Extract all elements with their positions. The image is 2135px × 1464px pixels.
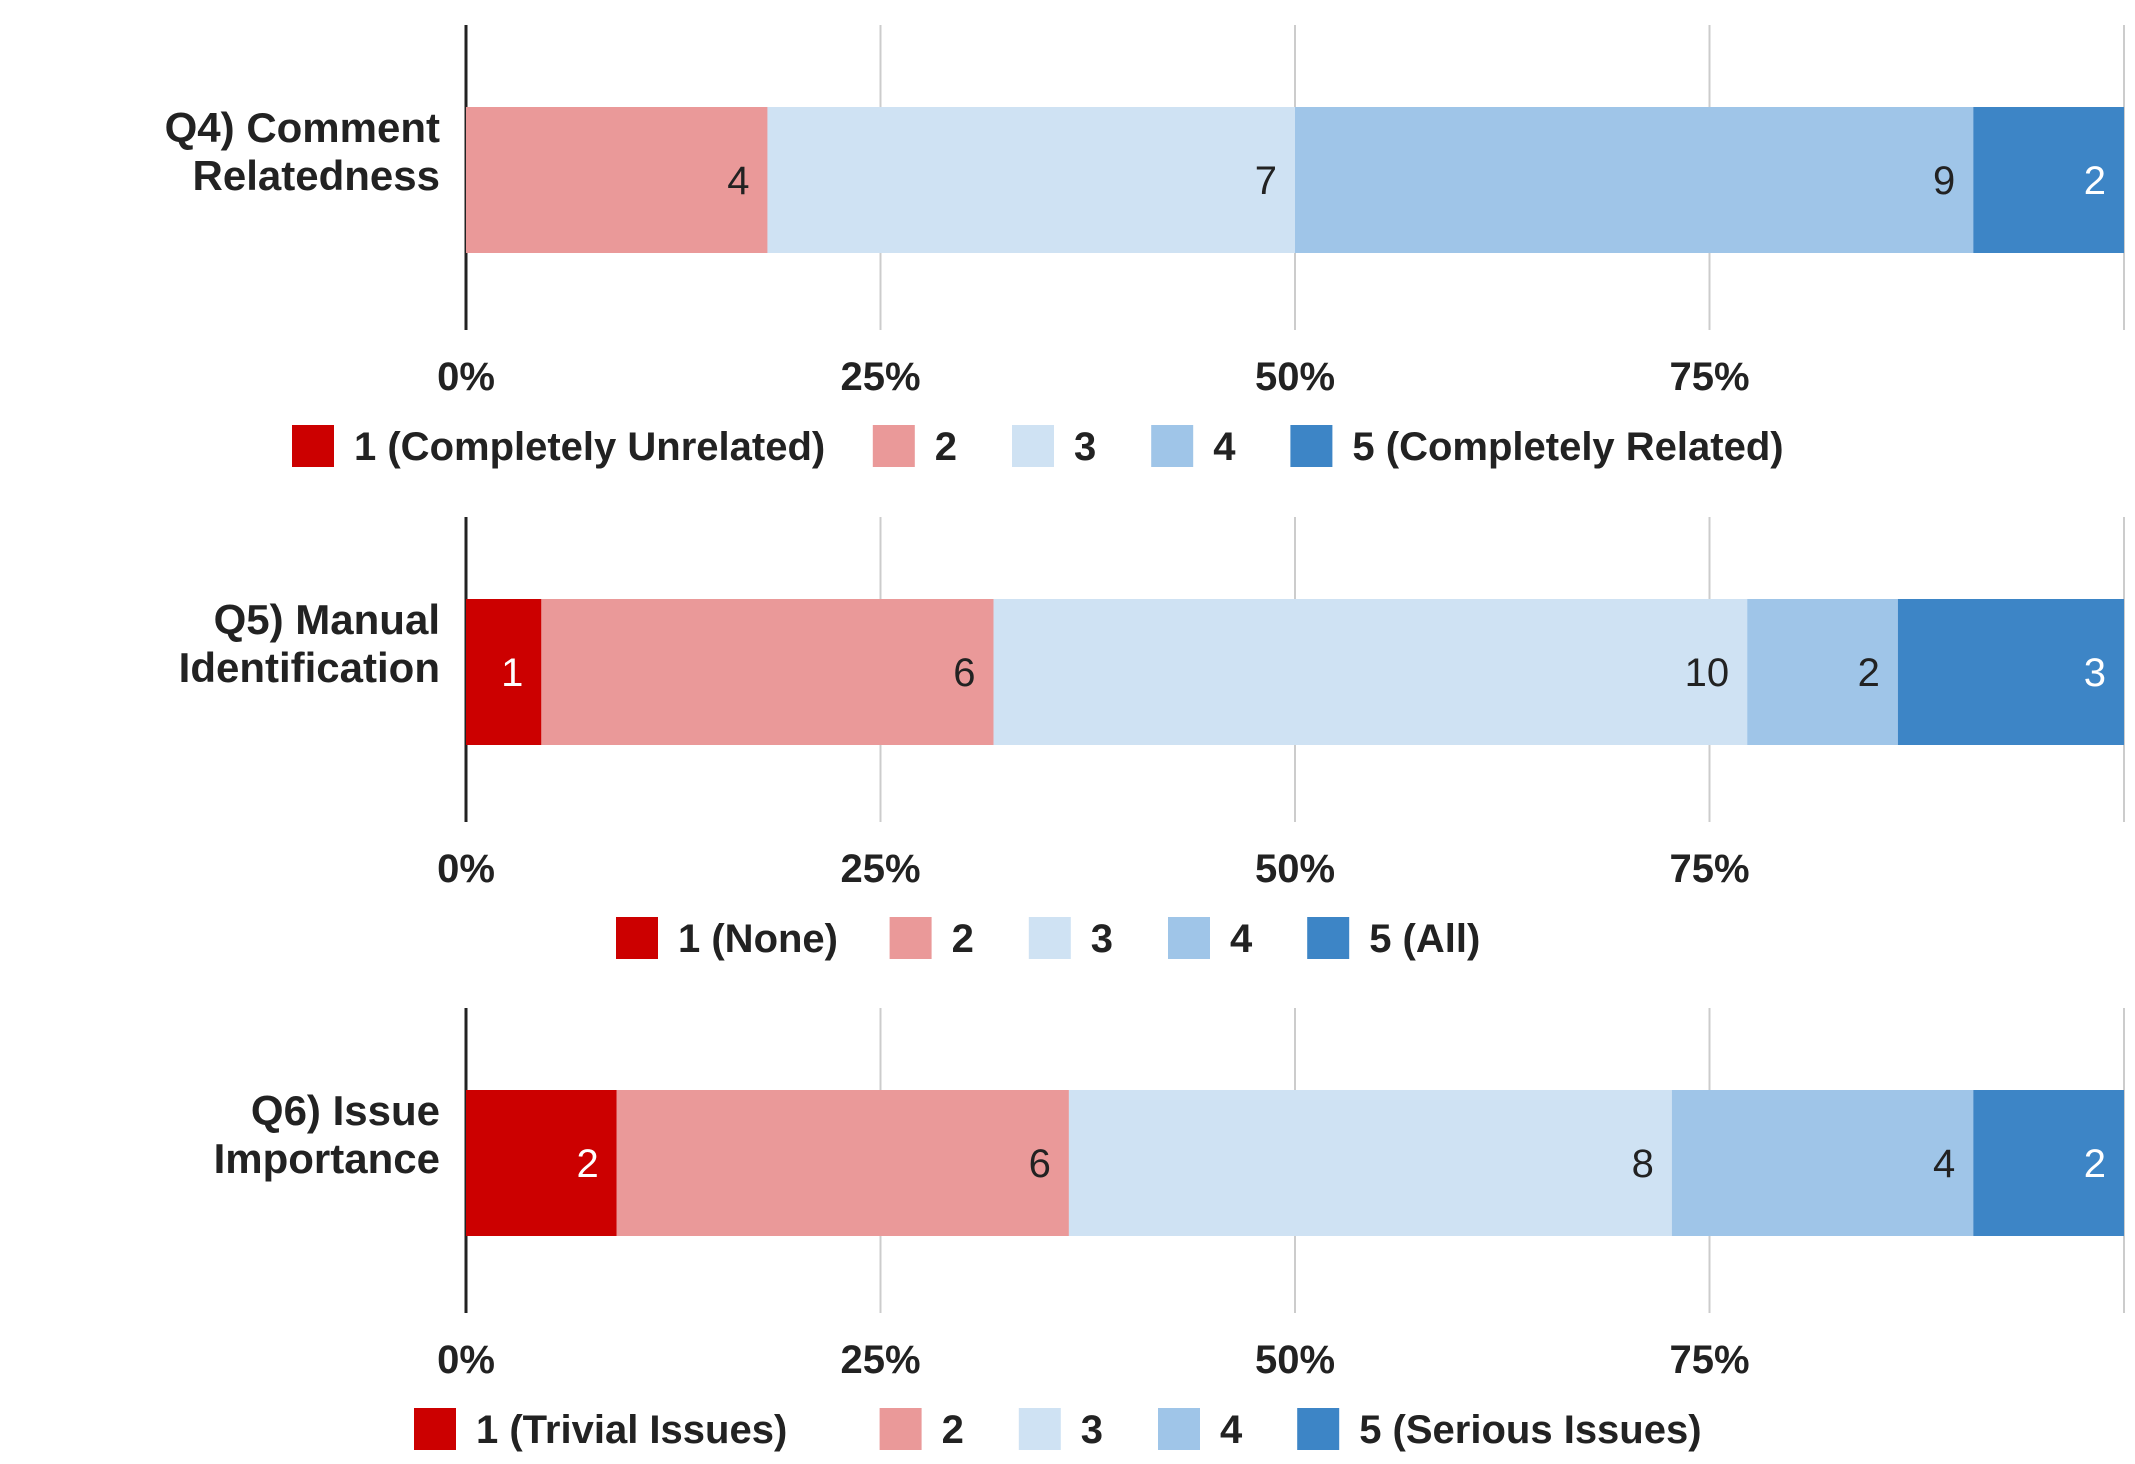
bar-segment-4 — [1295, 107, 1974, 253]
legend-entry: 1 (None) — [678, 917, 838, 961]
data-label: 3 — [2084, 651, 2106, 695]
chart-panel-5: Q5) Manual Identification 1 6 10 2 3 0% 25% 50% 75… — [179, 517, 2125, 961]
legend-swatch — [872, 425, 915, 467]
x-tick-label: 25% — [840, 1338, 920, 1382]
data-label: 4 — [727, 159, 749, 203]
legend-swatch — [879, 1408, 922, 1450]
category-label: Q6) Issue Importance — [214, 1087, 440, 1182]
data-label: 8 — [1632, 1142, 1654, 1186]
data-label: 7 — [1255, 159, 1277, 203]
legend-swatch — [1158, 1408, 1200, 1450]
legend-entry: 2 — [942, 1408, 964, 1452]
data-label: 2 — [2084, 159, 2106, 203]
bar-segment-2 — [616, 1090, 1069, 1236]
x-tick-label: 0% — [437, 847, 495, 891]
legend-entry: 2 — [935, 425, 957, 469]
legend-swatch — [1012, 425, 1054, 467]
legend-swatch — [292, 425, 334, 467]
category-label: Q5) Manual Identification — [179, 596, 440, 691]
bar-segment-1 — [466, 1090, 617, 1236]
x-tick-label: 50% — [1255, 355, 1335, 399]
x-tick-label: 50% — [1255, 1338, 1335, 1382]
legend-swatch — [1290, 425, 1333, 467]
bar-segment-4 — [1747, 599, 1898, 745]
data-label: 4 — [1933, 1142, 1955, 1186]
bar-segment-4 — [1671, 1090, 1974, 1236]
legend-entry: 3 — [1091, 917, 1113, 961]
data-label: 9 — [1933, 159, 1955, 203]
data-label: 10 — [1685, 651, 1730, 695]
bar-segment-5 — [1897, 599, 2124, 745]
chart-panel-4: Q4) Comment Relatedness 4 7 9 2 0% 25% 50% 75% 1 (… — [165, 25, 2125, 469]
bar-segment-5 — [1973, 1090, 2124, 1236]
data-label: 2 — [2084, 1142, 2106, 1186]
legend-entry: 2 — [952, 917, 974, 961]
bar-segment-5 — [1973, 107, 2124, 253]
data-label: 6 — [1029, 1142, 1051, 1186]
bar-segment-3 — [1068, 1090, 1672, 1236]
legend-swatch — [1297, 1408, 1340, 1450]
x-tick-label: 75% — [1669, 847, 1749, 891]
bar-segment-2 — [466, 107, 768, 253]
data-label: 2 — [576, 1142, 598, 1186]
legend-entry: 4 — [1213, 425, 1236, 469]
legend-entry: 4 — [1230, 917, 1253, 961]
legend-entry: 5 (Completely Related) — [1352, 425, 1783, 469]
legend-swatch — [1307, 917, 1350, 959]
x-tick-label: 0% — [437, 355, 495, 399]
legend-swatch — [616, 917, 658, 959]
data-label: 1 — [501, 651, 523, 695]
legend-swatch — [1018, 1408, 1061, 1450]
legend-entry: 3 — [1074, 425, 1096, 469]
x-tick-label: 25% — [840, 847, 920, 891]
bar-segment-1 — [466, 599, 542, 745]
x-tick-label: 0% — [437, 1338, 495, 1382]
data-label: 6 — [953, 651, 975, 695]
category-label: Q4) Comment Relatedness — [165, 104, 440, 199]
x-tick-label: 50% — [1255, 847, 1335, 891]
x-tick-label: 75% — [1669, 355, 1749, 399]
legend-entry: 5 (All) — [1369, 917, 1480, 961]
bar-segment-2 — [541, 599, 994, 745]
legend-entry: 3 — [1081, 1408, 1103, 1452]
bar-segment-3 — [993, 599, 1748, 745]
bar-segment-3 — [767, 107, 1295, 253]
legend-entry: 1 (Completely Unrelated) — [354, 425, 825, 469]
x-tick-label: 25% — [840, 355, 920, 399]
x-tick-label: 75% — [1669, 1338, 1749, 1382]
legend-swatch — [1028, 917, 1071, 959]
legend-entry: 5 (Serious Issues) — [1359, 1408, 1701, 1452]
data-label: 2 — [1858, 651, 1880, 695]
legend-swatch — [414, 1408, 456, 1450]
legend-swatch — [889, 917, 932, 959]
legend-entry: 1 (Trivial Issues) — [476, 1408, 787, 1452]
legend-entry: 4 — [1220, 1408, 1243, 1452]
legend-swatch — [1151, 425, 1194, 467]
legend-swatch — [1168, 917, 1210, 959]
chart-panel-6: Q6) Issue Importance 2 6 8 4 2 0% 25% 50% 75% 1 (Tr… — [214, 1008, 2125, 1452]
